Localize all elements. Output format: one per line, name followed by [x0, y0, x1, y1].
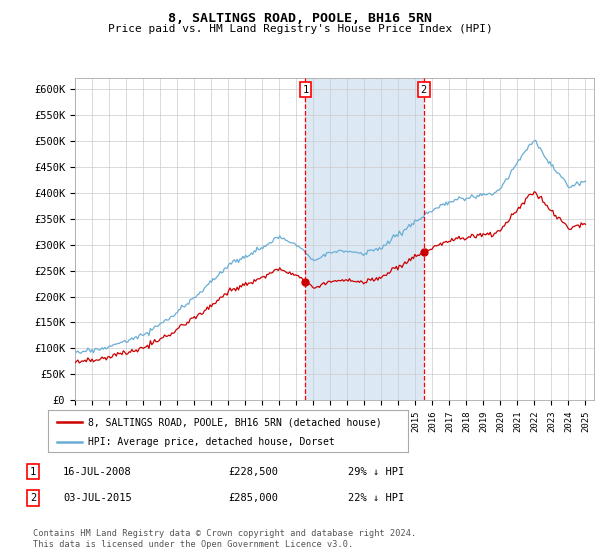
Text: 03-JUL-2015: 03-JUL-2015: [63, 493, 132, 503]
Text: 29% ↓ HPI: 29% ↓ HPI: [348, 466, 404, 477]
Text: 8, SALTINGS ROAD, POOLE, BH16 5RN (detached house): 8, SALTINGS ROAD, POOLE, BH16 5RN (detac…: [88, 417, 382, 427]
Text: 2: 2: [421, 85, 427, 95]
Text: £228,500: £228,500: [228, 466, 278, 477]
Text: 1: 1: [302, 85, 308, 95]
Text: 8, SALTINGS ROAD, POOLE, BH16 5RN: 8, SALTINGS ROAD, POOLE, BH16 5RN: [168, 12, 432, 25]
Text: 22% ↓ HPI: 22% ↓ HPI: [348, 493, 404, 503]
Text: 1: 1: [30, 466, 36, 477]
Text: 2: 2: [30, 493, 36, 503]
Text: 16-JUL-2008: 16-JUL-2008: [63, 466, 132, 477]
Text: HPI: Average price, detached house, Dorset: HPI: Average price, detached house, Dors…: [88, 437, 334, 447]
Text: Contains HM Land Registry data © Crown copyright and database right 2024.
This d: Contains HM Land Registry data © Crown c…: [33, 529, 416, 549]
Bar: [305, 78, 424, 400]
Text: £285,000: £285,000: [228, 493, 278, 503]
Text: Price paid vs. HM Land Registry's House Price Index (HPI): Price paid vs. HM Land Registry's House …: [107, 24, 493, 34]
